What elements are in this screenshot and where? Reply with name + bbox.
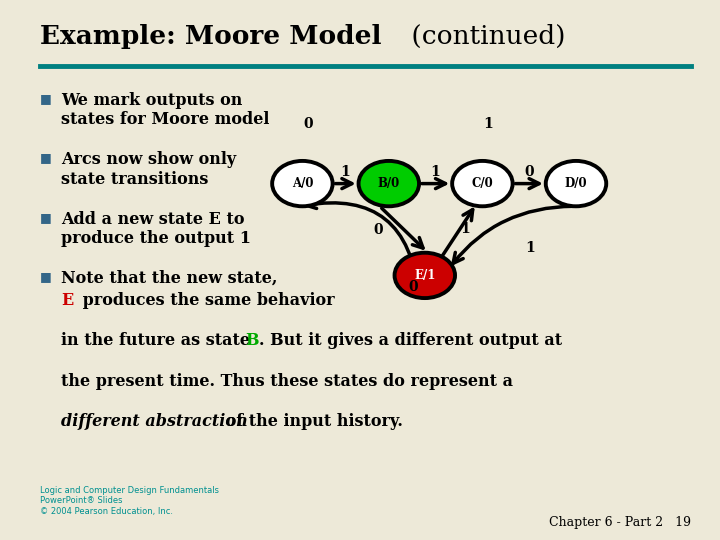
Text: Example: Moore Model: Example: Moore Model [40, 24, 381, 49]
Circle shape [546, 161, 606, 206]
Text: 1: 1 [341, 165, 351, 179]
Text: 1: 1 [526, 241, 536, 255]
Text: Add a new state E to
produce the output 1: Add a new state E to produce the output … [61, 211, 251, 247]
Text: 1: 1 [483, 117, 493, 131]
Text: 0: 0 [303, 117, 313, 131]
Text: Arcs now show only
state transitions: Arcs now show only state transitions [61, 151, 236, 188]
Text: ■: ■ [40, 211, 51, 224]
Text: in the future as state: in the future as state [61, 332, 256, 349]
Circle shape [452, 161, 513, 206]
Text: . But it gives a different output at: . But it gives a different output at [259, 332, 562, 349]
Text: produces the same behavior: produces the same behavior [77, 292, 335, 308]
Text: ■: ■ [40, 270, 51, 283]
Text: ■: ■ [40, 92, 51, 105]
Text: 1: 1 [461, 222, 470, 236]
Text: ■: ■ [40, 151, 51, 164]
Text: Logic and Computer Design Fundamentals
PowerPoint® Slides
© 2004 Pearson Educati: Logic and Computer Design Fundamentals P… [40, 486, 219, 516]
Text: 0: 0 [408, 280, 418, 294]
Text: E: E [61, 292, 73, 308]
Text: 0: 0 [524, 165, 534, 179]
Text: different abstraction: different abstraction [61, 413, 248, 430]
Text: We mark outputs on
states for Moore model: We mark outputs on states for Moore mode… [61, 92, 269, 129]
Text: 1: 1 [431, 165, 441, 179]
Text: of the input history.: of the input history. [220, 413, 402, 430]
Circle shape [395, 253, 455, 298]
Text: E/1: E/1 [414, 269, 436, 282]
Text: 0: 0 [374, 222, 383, 237]
Text: Chapter 6 - Part 2   19: Chapter 6 - Part 2 19 [549, 516, 691, 529]
Text: Note that the new state,: Note that the new state, [61, 270, 278, 287]
Text: A/0: A/0 [292, 177, 313, 190]
Circle shape [359, 161, 419, 206]
Text: B: B [245, 332, 258, 349]
Text: B/0: B/0 [378, 177, 400, 190]
Text: (continued): (continued) [403, 24, 566, 49]
Text: the present time. Thus these states do represent a: the present time. Thus these states do r… [61, 373, 513, 389]
Text: C/0: C/0 [472, 177, 493, 190]
Text: D/0: D/0 [564, 177, 588, 190]
Circle shape [272, 161, 333, 206]
